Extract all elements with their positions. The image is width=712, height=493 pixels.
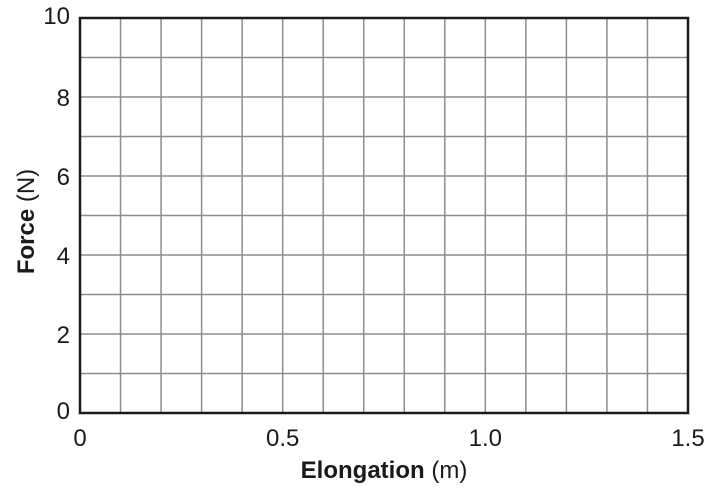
y-tick-label: 10 [43,3,70,30]
plot-frame [78,16,690,415]
y-tick-label: 0 [57,398,70,425]
y-axis-title: Force (N) [13,169,40,274]
x-tick-label: 0 [73,425,86,452]
y-tick-label: 6 [57,164,70,191]
y-tick-label: 2 [57,322,70,349]
grid [80,18,688,413]
x-tick-labels: 0 0.5 1.0 1.5 [73,425,704,452]
x-tick-label: 0.5 [266,425,299,452]
x-tick-label: 1.0 [469,425,502,452]
y-tick-labels: 0 2 4 6 8 10 [43,3,70,425]
y-tick-label: 4 [57,243,70,270]
x-axis-title-name: Elongation [301,457,425,484]
y-axis-title-name: Force [13,209,40,274]
y-axis-title-unit: (N) [13,169,40,202]
x-axis-title: Elongation (m) [301,457,468,484]
x-axis-title-unit: (m) [431,457,467,484]
x-tick-label: 1.5 [671,425,704,452]
y-tick-label: 8 [57,85,70,112]
